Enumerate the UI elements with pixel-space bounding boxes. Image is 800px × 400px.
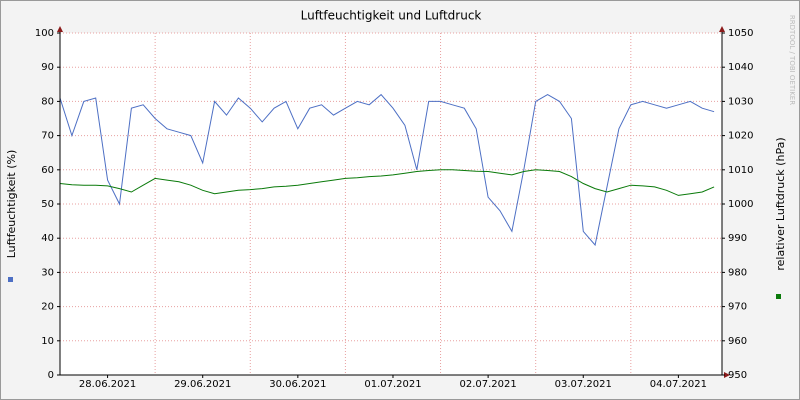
chart-title: Luftfeuchtigkeit und Luftdruck	[301, 9, 482, 23]
y-tick-label: 100	[35, 28, 54, 39]
y-tick-label: 40	[41, 233, 54, 244]
y2-tick-label: 950	[728, 370, 747, 381]
x-tick-label: 04.07.2021	[650, 379, 707, 390]
watermark: RRDTOOL / TOBI OETIKER	[788, 15, 796, 105]
y2-axis-label: relativer Luftdruck (hPa)	[774, 137, 787, 270]
series-line	[59, 169, 715, 196]
y2-tick-label: 1000	[728, 199, 753, 210]
legend-swatch	[776, 294, 781, 299]
y-tick-label: 10	[41, 336, 54, 347]
grid	[60, 32, 722, 376]
x-tick-label: 02.07.2021	[459, 379, 516, 390]
y-tick-label: 20	[41, 302, 54, 313]
y-tick-label: 50	[41, 199, 54, 210]
y-axis-label: Luftfeuchtigkeit (%)	[5, 150, 18, 259]
marks	[59, 93, 715, 247]
arrow	[57, 26, 63, 32]
y2-tick-label: 1040	[728, 62, 753, 73]
y2-tick-label: 970	[728, 302, 747, 313]
x-tick-label: 29.06.2021	[174, 379, 231, 390]
y2-tick-label: 980	[728, 267, 747, 278]
y2-tick-label: 1020	[728, 131, 753, 142]
x-tick-label: 01.07.2021	[364, 379, 421, 390]
y-tick-label: 70	[41, 131, 54, 142]
y2-tick-label: 1010	[728, 165, 753, 176]
x-tick-label: 03.07.2021	[555, 379, 612, 390]
y-tick-label: 0	[48, 370, 54, 381]
arrow	[719, 26, 725, 32]
x-tick-label: 30.06.2021	[269, 379, 326, 390]
y-tick-label: 60	[41, 165, 54, 176]
arrow	[724, 372, 730, 378]
series-line	[59, 93, 715, 247]
y-tick-label: 80	[41, 96, 54, 107]
x-tick-label: 28.06.2021	[79, 379, 136, 390]
y-tick-label: 90	[41, 62, 54, 73]
y-tick-label: 30	[41, 267, 54, 278]
legend-swatch	[8, 277, 13, 282]
y2-tick-label: 1050	[728, 28, 753, 39]
y2-tick-label: 990	[728, 233, 747, 244]
y2-tick-label: 960	[728, 336, 747, 347]
y2-tick-label: 1030	[728, 96, 753, 107]
